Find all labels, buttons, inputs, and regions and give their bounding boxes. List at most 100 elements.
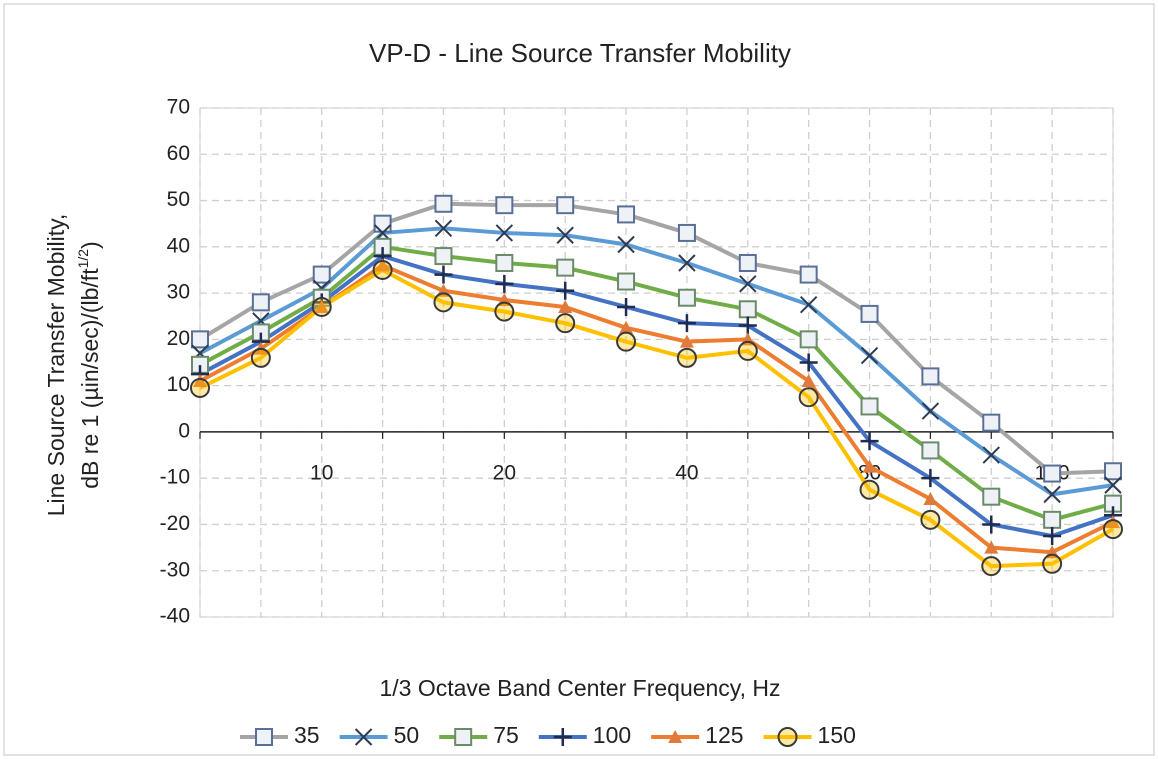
- series-line: [199, 254, 1114, 539]
- marker: [799, 265, 818, 284]
- marker: [191, 330, 209, 349]
- legend-item: 35: [240, 722, 320, 748]
- marker-x: [617, 235, 635, 254]
- marker: [434, 247, 453, 266]
- marker-triangle: [679, 334, 694, 348]
- legend-item: 150: [763, 722, 856, 748]
- marker-circle: [798, 387, 819, 408]
- marker-plus: [434, 265, 453, 284]
- marker-square: [495, 196, 514, 215]
- marker-triangle: [1106, 515, 1120, 529]
- series-line: [199, 267, 1114, 569]
- series-line: [199, 226, 1114, 497]
- marker: [193, 374, 207, 388]
- marker-square: [191, 330, 209, 349]
- marker-square: [921, 367, 940, 386]
- series-line: [199, 244, 1114, 522]
- y-tick-label: 70: [167, 96, 190, 119]
- marker: [617, 297, 636, 316]
- marker-circle: [737, 340, 758, 361]
- marker: [981, 556, 1002, 577]
- marker-square: [251, 293, 270, 312]
- y-tick-label: 20: [167, 327, 190, 350]
- y-tick-label: -10: [160, 466, 190, 489]
- marker-square: [617, 272, 636, 291]
- y-tick-label: 50: [167, 188, 190, 211]
- marker: [251, 293, 270, 312]
- marker-triangle: [619, 320, 634, 334]
- marker: [558, 299, 573, 313]
- legend-label: 35: [294, 722, 320, 748]
- marker: [373, 214, 392, 233]
- marker-triangle: [984, 540, 999, 554]
- marker: [799, 353, 818, 372]
- marker-circle: [859, 479, 880, 500]
- legend-label: 150: [818, 722, 856, 748]
- marker: [798, 387, 819, 408]
- marker-circle: [311, 296, 332, 317]
- marker-x: [354, 728, 373, 746]
- marker-circle: [433, 292, 454, 313]
- marker-square: [495, 254, 514, 273]
- marker-circle: [1103, 519, 1123, 540]
- marker: [860, 346, 879, 365]
- marker: [801, 374, 816, 388]
- legend-label: 125: [705, 722, 743, 748]
- x-tick-label: 10: [310, 461, 333, 484]
- marker-circle: [920, 509, 941, 530]
- marker-x: [739, 275, 757, 293]
- marker-x: [556, 226, 574, 244]
- y-tick-label: -40: [160, 605, 190, 628]
- marker: [677, 314, 696, 333]
- marker: [255, 728, 273, 746]
- marker-plus: [617, 297, 636, 316]
- marker: [738, 254, 757, 273]
- marker: [556, 258, 575, 277]
- legend-label: 100: [593, 722, 631, 748]
- marker: [862, 459, 877, 473]
- x-tick-label: 40: [675, 461, 698, 484]
- marker: [434, 194, 453, 213]
- y-tick-label: -20: [160, 512, 190, 535]
- y-tick-label: 40: [167, 234, 190, 257]
- marker: [920, 509, 941, 530]
- marker: [434, 219, 453, 238]
- marker-square: [860, 304, 879, 323]
- marker-square: [1043, 510, 1062, 529]
- marker: [617, 272, 636, 291]
- marker-square: [799, 265, 818, 284]
- marker: [553, 728, 572, 746]
- marker: [312, 265, 331, 284]
- marker-square: [454, 728, 473, 746]
- marker: [860, 304, 879, 323]
- marker-circle: [190, 377, 210, 398]
- marker: [619, 320, 634, 334]
- y-tick-label: 0: [178, 419, 190, 442]
- marker-circle: [555, 313, 576, 334]
- y-axis-title-part: ): [77, 241, 103, 249]
- marker: [190, 377, 210, 398]
- marker: [1042, 553, 1063, 574]
- marker-plus: [860, 432, 879, 451]
- y-axis-title-sup: 1/2: [75, 249, 91, 269]
- marker-square: [434, 194, 453, 213]
- marker-x: [1104, 476, 1122, 494]
- x-axis-title: 1/3 Octave Band Center Frequency, Hz: [380, 675, 781, 701]
- marker: [556, 281, 575, 300]
- marker: [354, 728, 373, 746]
- marker-plus: [738, 316, 757, 335]
- marker-circle: [981, 556, 1002, 577]
- series-line: [198, 201, 1114, 476]
- marker: [311, 296, 332, 317]
- y-tick-label: 10: [167, 373, 190, 396]
- y-axis-title-part: dB re 1 (µin/sec)/(lb/ft: [77, 268, 103, 489]
- marker: [617, 235, 635, 254]
- marker: [495, 196, 514, 215]
- marker-circle: [777, 727, 798, 747]
- marker: [738, 316, 757, 335]
- marker: [617, 205, 636, 224]
- marker-triangle: [923, 492, 938, 506]
- marker: [676, 347, 697, 368]
- marker-triangle: [862, 459, 877, 473]
